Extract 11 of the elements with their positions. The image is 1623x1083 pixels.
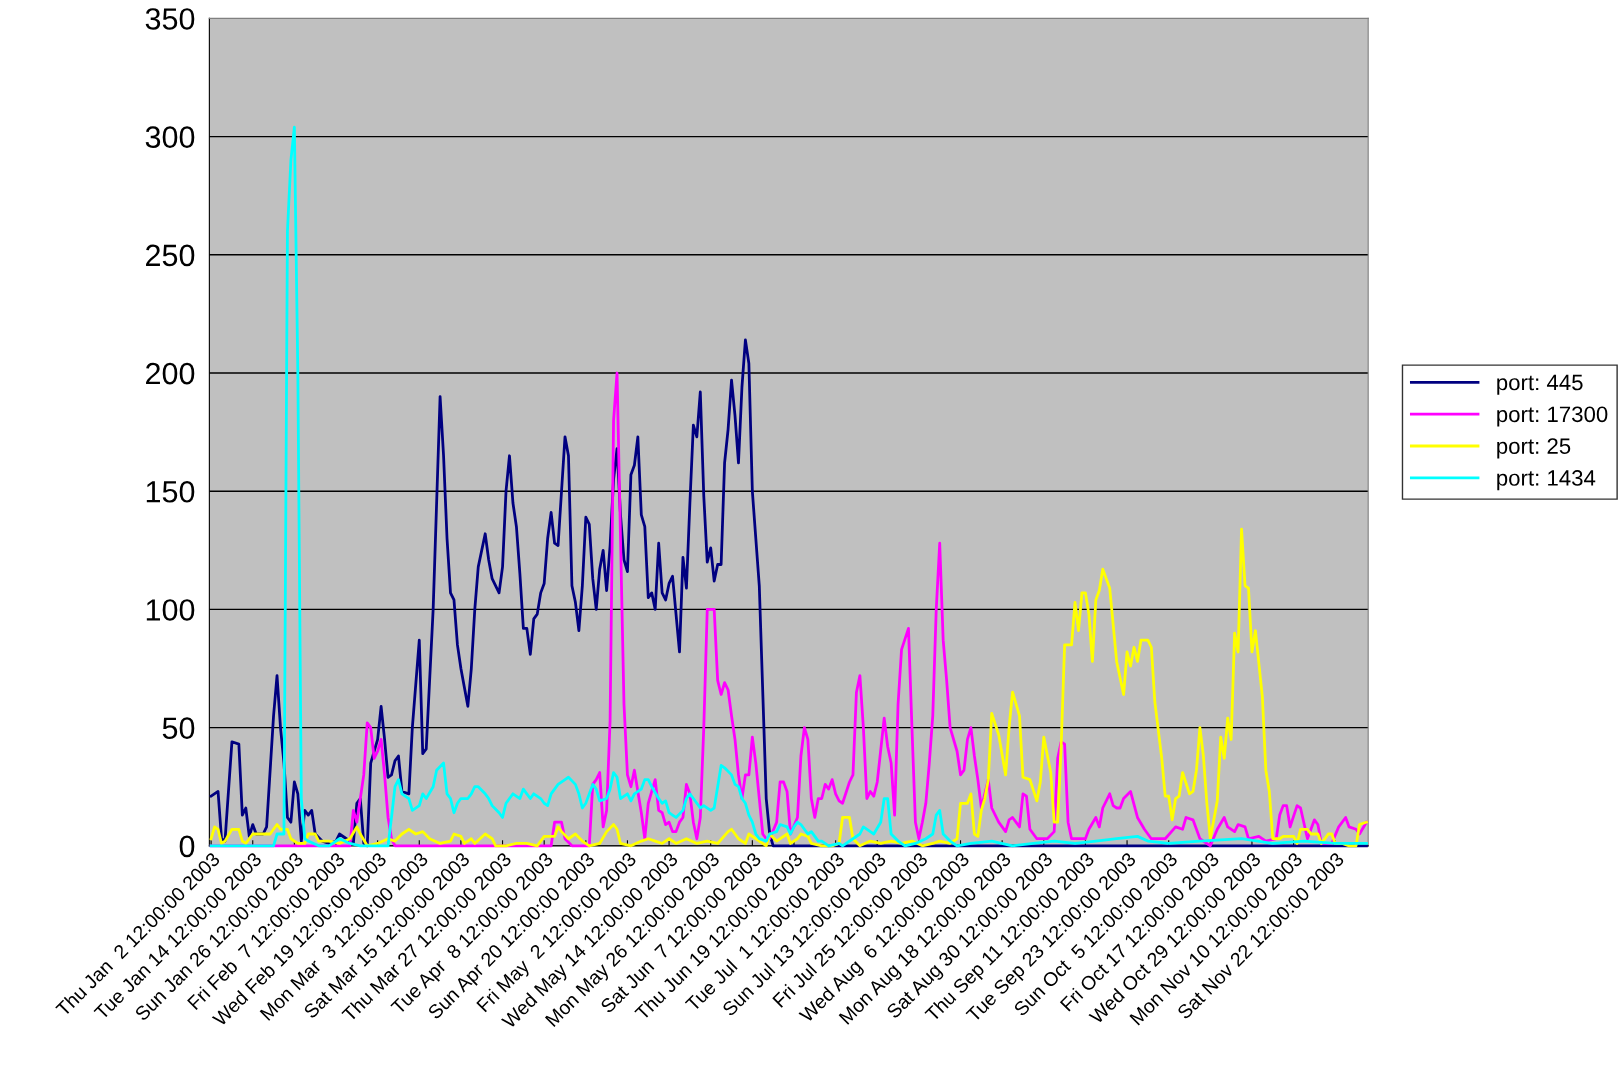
legend-label: port: 1434 [1497, 470, 1596, 491]
legend-label: port: 17300 [1497, 406, 1608, 427]
legend-label: port: 25 [1497, 438, 1571, 459]
y-tick-label: 350 [145, 8, 195, 30]
y-tick-label: 150 [146, 480, 195, 503]
y-tick-label: 50 [162, 717, 195, 739]
y-tick-label: 200 [146, 362, 195, 385]
y-tick-label: 300 [145, 126, 195, 148]
y-tick-label: 250 [146, 244, 195, 267]
y-tick-label: 100 [146, 599, 195, 621]
legend-label: port: 445 [1497, 374, 1583, 395]
